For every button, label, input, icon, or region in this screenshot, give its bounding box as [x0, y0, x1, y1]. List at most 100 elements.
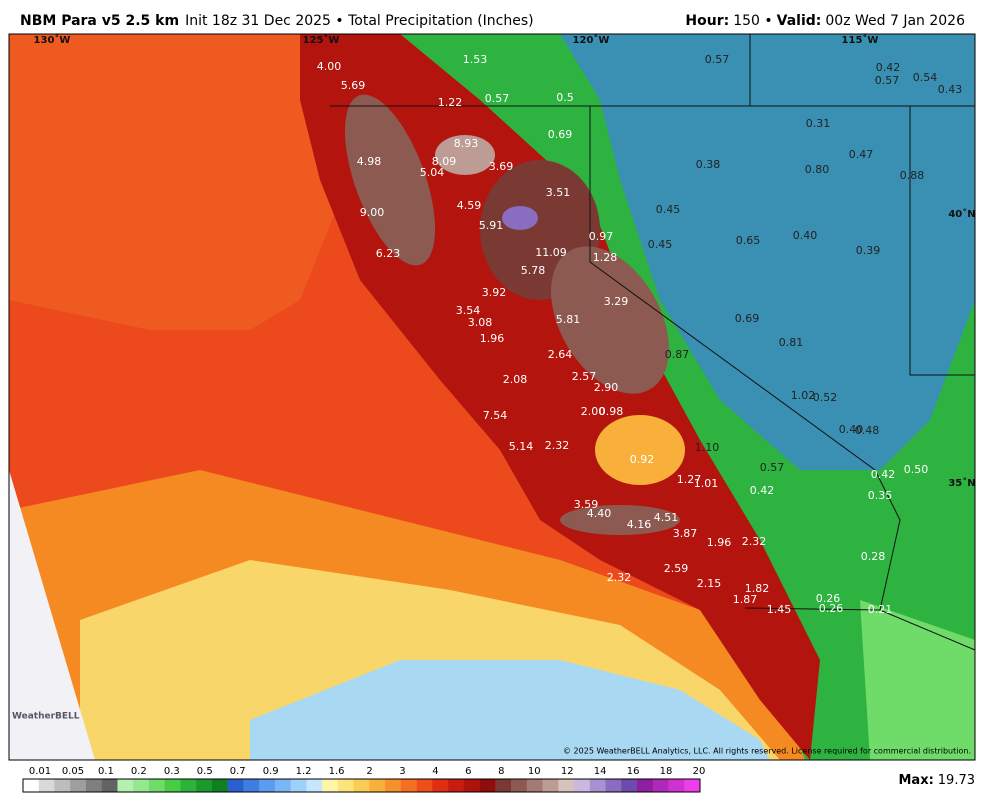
- colorbar-label: 0.01: [29, 766, 51, 777]
- point-value: 2.32: [742, 535, 767, 548]
- copyright: © 2025 WeatherBELL Analytics, LLC. All r…: [563, 747, 971, 756]
- point-value: 0.5: [556, 91, 574, 104]
- colorbar-cell: [652, 779, 669, 792]
- colorbar-label: 2: [366, 766, 372, 777]
- point-value: 1.53: [463, 53, 488, 66]
- point-value: 2.32: [607, 571, 632, 584]
- colorbar-cell: [243, 779, 260, 792]
- colorbar-cell: [463, 779, 480, 792]
- colorbar-label: 14: [594, 766, 607, 777]
- colorbar-cell: [542, 779, 559, 792]
- colorbar-cell: [684, 779, 701, 792]
- point-value: 1.45: [767, 603, 792, 616]
- point-value: 9.00: [360, 206, 385, 219]
- colorbar-cell: [164, 779, 181, 792]
- point-value: 5.69: [341, 79, 366, 92]
- point-value: 2.59: [664, 562, 689, 575]
- point-value: 0.65: [736, 234, 761, 247]
- colorbar-cell: [259, 779, 276, 792]
- point-value: 0.38: [696, 158, 721, 171]
- point-value: 1.96: [480, 332, 505, 345]
- graticule-label: 130˚W: [34, 34, 71, 46]
- state-border: [909, 106, 975, 376]
- colorbar-cell: [400, 779, 417, 792]
- point-value: 0.39: [856, 244, 881, 257]
- colorbar-label: 8: [498, 766, 504, 777]
- point-value: 1.22: [438, 96, 463, 109]
- colorbar-cell: [416, 779, 433, 792]
- point-value: 0.81: [779, 336, 804, 349]
- point-value: 2.00: [581, 405, 606, 418]
- point-value: 0.98: [599, 405, 624, 418]
- point-value: 4.98: [357, 155, 382, 168]
- point-value: 0.47: [849, 148, 874, 161]
- point-value: 2.64: [548, 348, 573, 361]
- colorbar-cell: [526, 779, 543, 792]
- valid: 00z Wed 7 Jan 2026: [825, 13, 965, 29]
- point-value: 0.92: [630, 453, 655, 466]
- no-data: [9, 470, 95, 760]
- point-value: 11.09: [535, 246, 567, 259]
- point-value: 3.29: [604, 295, 629, 308]
- land-zone: [560, 34, 975, 470]
- point-value: 2.15: [697, 577, 722, 590]
- mountains: [551, 246, 669, 394]
- valley: [595, 415, 685, 485]
- colorbar-cell: [432, 779, 449, 792]
- colorbar-cell: [589, 779, 606, 792]
- mountains: [560, 505, 680, 535]
- colorbar-frame: [22, 778, 701, 793]
- header-left: NBM Para v5 2.5 km Init 18z 31 Dec 2025 •…: [20, 13, 534, 29]
- point-value: 0.69: [548, 128, 573, 141]
- colorbar-label: 16: [627, 766, 640, 777]
- colorbar-cell: [558, 779, 575, 792]
- point-value: 0.40: [793, 229, 818, 242]
- point-value: 1.10: [695, 441, 720, 454]
- colorbar-cell: [605, 779, 622, 792]
- colorbar-cell: [85, 779, 103, 792]
- colorbar-cell: [306, 779, 323, 792]
- point-value: 3.87: [673, 527, 698, 540]
- colorbar-label: 18: [660, 766, 673, 777]
- colorbar-cell: [196, 779, 213, 792]
- point-value: 1.28: [593, 251, 618, 264]
- colorbar-label: 0.9: [263, 766, 279, 777]
- peak: [502, 206, 538, 230]
- colorbar-cell: [353, 779, 370, 792]
- point-value: 2.90: [594, 381, 619, 394]
- graticule-label: 115˚W: [842, 34, 879, 46]
- colorbar-cell: [38, 779, 55, 792]
- colorbar-label: 20: [693, 766, 706, 777]
- colorbar-label: 6: [465, 766, 471, 777]
- point-value: 1.27: [677, 473, 702, 486]
- ocean-zone: [9, 34, 340, 330]
- ocean-zone: [250, 660, 770, 760]
- graticule-label: 120˚W: [573, 34, 610, 46]
- point-value: 0.26: [816, 592, 841, 605]
- point-value: 8.93: [454, 137, 479, 150]
- point-value: 0.21: [868, 603, 893, 616]
- point-value: 0.43: [938, 83, 963, 96]
- point-value: 5.04: [420, 166, 445, 179]
- colorbar-cell: [117, 779, 134, 792]
- colorbar-label: 0.3: [164, 766, 180, 777]
- colorbar-cell: [495, 779, 512, 792]
- point-value: 0.42: [871, 468, 896, 481]
- colorbar-label: 10: [528, 766, 541, 777]
- point-value: 0.57: [760, 461, 785, 474]
- colorbar-cell: [54, 779, 71, 792]
- point-value: 0.54: [913, 71, 938, 84]
- colorbar-cell: [511, 779, 528, 792]
- point-value: 1.82: [745, 582, 770, 595]
- colorbar-label: 1.6: [329, 766, 345, 777]
- colorbar-cell: [23, 779, 40, 792]
- graticule-label: 35˚N: [948, 477, 975, 489]
- colorbar-cell: [180, 779, 197, 792]
- point-value: 3.54: [456, 304, 481, 317]
- point-value: 3.59: [574, 498, 599, 511]
- hour: 150 •: [733, 13, 772, 29]
- point-value: 4.51: [654, 511, 679, 524]
- colorbar-label: 3: [399, 766, 405, 777]
- colorbar-label: 0.5: [197, 766, 213, 777]
